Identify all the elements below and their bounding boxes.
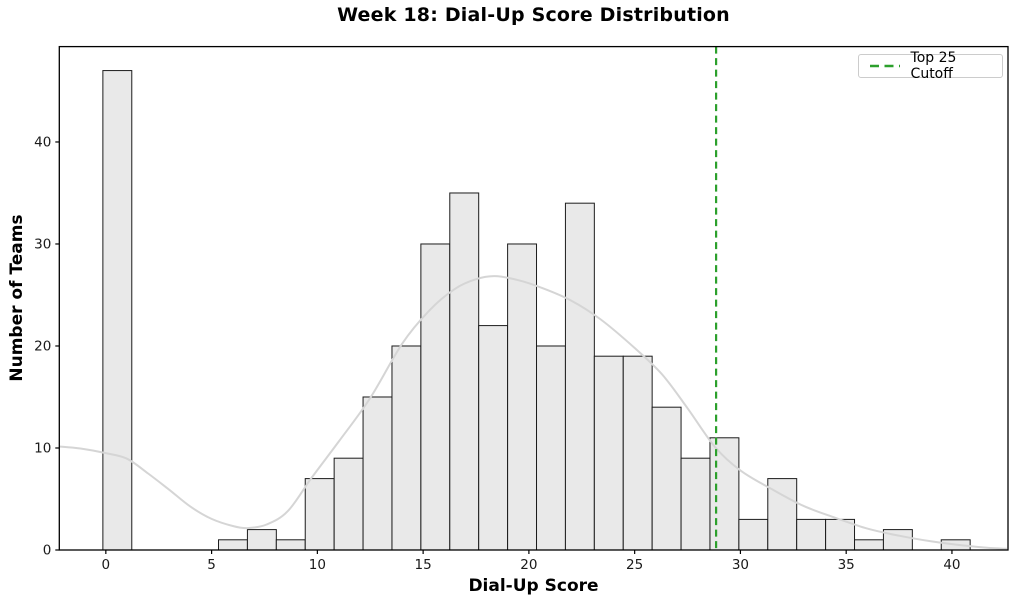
x-tick-label: 25 [626,557,643,573]
x-axis-label: Dial-Up Score [468,576,599,596]
histogram-bar [709,437,740,551]
y-tick-label: 20 [34,338,51,354]
histogram-bar [854,539,884,551]
histogram-bar [478,325,509,551]
histogram-bar [246,529,277,551]
x-tick-label: 40 [943,557,960,573]
histogram-bar [362,396,393,551]
histogram-bar [796,518,827,551]
x-tick-label: 15 [415,557,432,573]
y-tick-label: 10 [34,440,51,456]
x-tick-label: 20 [520,557,537,573]
x-tick-label: 35 [838,557,855,573]
chart-title: Week 18: Dial-Up Score Distribution [337,4,730,26]
histogram-bar [102,70,133,551]
histogram-bar [622,355,653,551]
plot-border [58,45,1009,551]
y-axis-label: Number of Teams [7,214,27,382]
x-tick-label: 30 [732,557,749,573]
histogram-bar [680,457,711,551]
histogram-bar [449,192,480,551]
y-tick-label: 0 [43,543,52,559]
x-tick-label: 5 [207,557,216,573]
histogram-bar [738,518,769,551]
x-tick-label: 10 [309,557,326,573]
histogram-bar [507,243,538,551]
y-tick-label: 30 [34,236,51,252]
histogram-bar [651,406,682,551]
histogram-bar [564,202,595,551]
histogram-bar [420,243,451,551]
kde-curve [59,275,1007,550]
legend-label: Top 25 Cutoff [910,50,957,82]
histogram-bar [593,355,624,551]
legend: Top 25 Cutoff [858,50,1003,82]
histogram-bar [304,478,335,551]
histogram-bar [275,539,306,551]
x-tick-label: 0 [102,557,111,573]
cutoff-line-sample-icon [870,64,900,68]
histogram-bar [536,345,566,551]
histogram-bar [218,539,248,551]
histogram-bar [391,345,422,551]
y-tick-label: 40 [34,134,51,150]
histogram-bar [333,457,364,551]
